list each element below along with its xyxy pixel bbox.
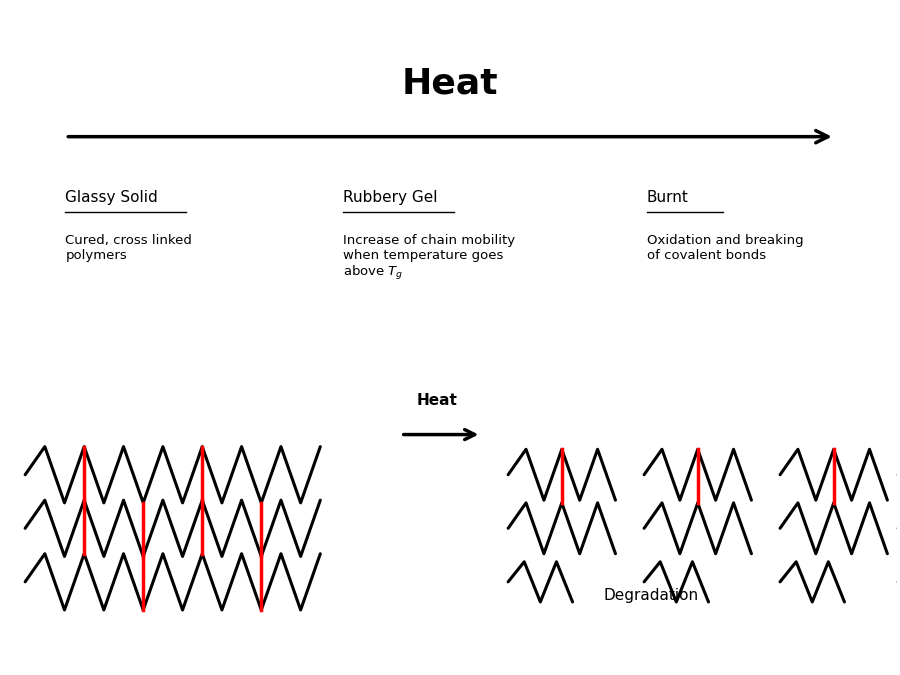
Text: Heat: Heat <box>416 393 457 408</box>
Text: Increase of chain mobility
when temperature goes
above $T_g$: Increase of chain mobility when temperat… <box>343 234 515 282</box>
Text: Rubbery Gel: Rubbery Gel <box>343 190 437 205</box>
Text: Heat: Heat <box>401 66 499 100</box>
Text: Cured, cross linked
polymers: Cured, cross linked polymers <box>66 234 193 262</box>
Text: Degradation: Degradation <box>604 588 698 603</box>
Text: Oxidation and breaking
of covalent bonds: Oxidation and breaking of covalent bonds <box>647 234 804 262</box>
Text: Glassy Solid: Glassy Solid <box>66 190 158 205</box>
Text: Burnt: Burnt <box>647 190 688 205</box>
